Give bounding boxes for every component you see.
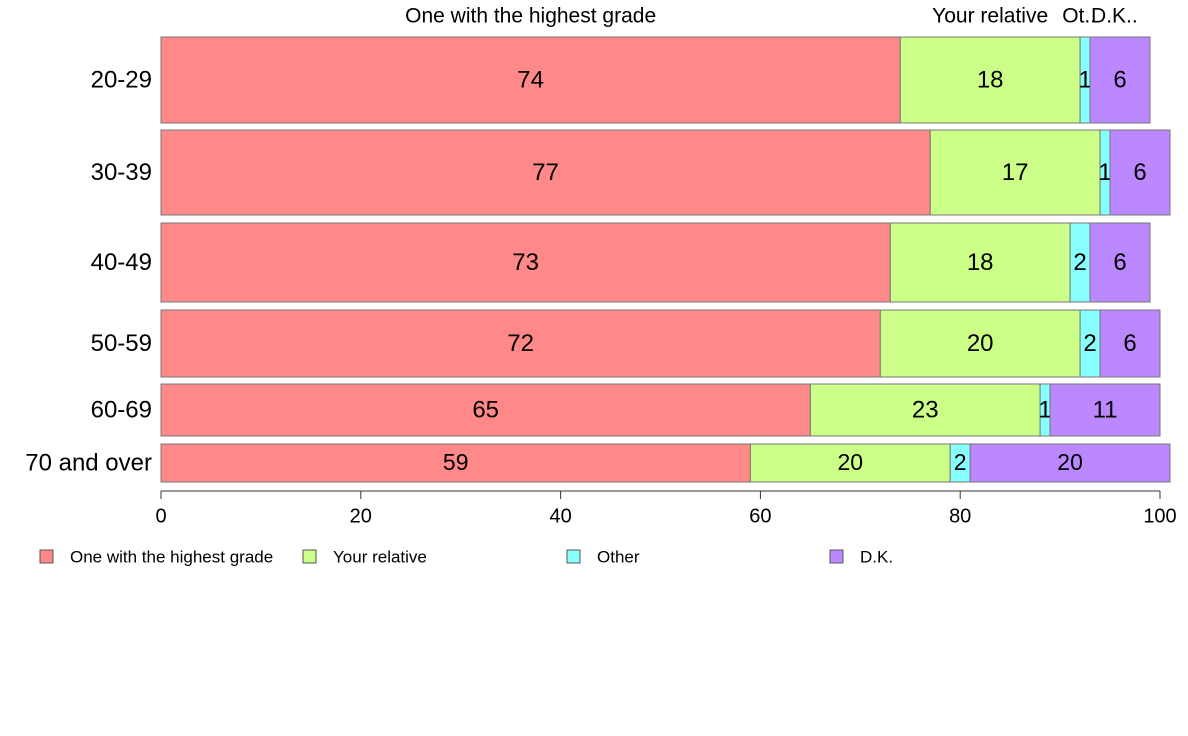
series-header: Your relative xyxy=(932,5,1048,28)
y-axis-labels: 20-29 30-39 40-49 50-59 60-69 70 and over xyxy=(25,66,152,476)
data-label: 2 xyxy=(954,449,967,475)
bar-segment xyxy=(1089,36,1151,124)
y-tick-label: 40-49 xyxy=(91,249,152,276)
y-tick-label: 60-69 xyxy=(91,396,152,423)
data-label: 20 xyxy=(1057,449,1083,475)
bar-segment xyxy=(160,383,811,437)
series-header: D.K.. xyxy=(1091,5,1138,28)
series-header: One with the highest grade xyxy=(405,5,656,28)
series-header: Ot.. xyxy=(1062,5,1096,28)
y-tick-label: 20-29 xyxy=(91,66,152,93)
y-tick-label: 50-59 xyxy=(91,330,152,357)
data-label: 73 xyxy=(512,249,539,276)
legend: One with the highest grade Your relative O… xyxy=(39,547,893,566)
data-label: 6 xyxy=(1133,159,1146,186)
bar-segment xyxy=(1049,383,1161,437)
bar-row-40-49: 73 18 2 6 xyxy=(160,222,1151,303)
bar-segment xyxy=(929,129,1101,216)
legend-swatch xyxy=(566,549,581,564)
legend-item: Your relative xyxy=(302,547,427,566)
x-axis: 0 20 40 60 80 100 xyxy=(155,490,1177,527)
bar-segment xyxy=(160,309,881,378)
bar-row-70-and-over: 59 20 2 20 xyxy=(160,443,1171,483)
data-label: 1 xyxy=(1098,159,1111,186)
legend-swatch xyxy=(829,549,844,564)
data-label: 20 xyxy=(838,449,864,475)
data-label: 1 xyxy=(1078,66,1091,93)
y-tick-label: 70 and over xyxy=(25,449,152,476)
legend-item: Other xyxy=(566,547,640,566)
data-label: 17 xyxy=(1002,159,1029,186)
data-label: 20 xyxy=(967,330,994,357)
series-headers: One with the highest grade Your relative O… xyxy=(405,5,1138,28)
data-label: 2 xyxy=(1073,249,1086,276)
legend-item: One with the highest grade xyxy=(39,547,273,566)
data-label: 59 xyxy=(443,449,469,475)
data-label: 72 xyxy=(507,330,534,357)
x-tick-label: 100 xyxy=(1143,505,1176,527)
legend-swatch xyxy=(39,549,54,564)
x-tick-label: 80 xyxy=(949,505,971,527)
bar-row-20-29: 74 18 1 6 xyxy=(160,36,1151,124)
legend-label: D.K. xyxy=(860,547,893,566)
legend-label: One with the highest grade xyxy=(70,547,273,566)
bar-segment xyxy=(889,222,1071,303)
bar-row-30-39: 77 17 1 6 xyxy=(160,129,1171,216)
bar-segment xyxy=(969,443,1171,483)
x-tick-label: 0 xyxy=(155,505,166,527)
data-label: 11 xyxy=(1093,396,1118,423)
bar-segment xyxy=(160,129,931,216)
legend-label: Other xyxy=(597,547,640,566)
bar-row-60-69: 65 23 1 11 xyxy=(160,383,1161,437)
bar-segment xyxy=(809,383,1041,437)
data-label: 6 xyxy=(1113,66,1126,93)
data-label: 18 xyxy=(967,249,994,276)
x-tick-label: 20 xyxy=(350,505,372,527)
legend-label: Your relative xyxy=(333,547,427,566)
x-tick-label: 40 xyxy=(549,505,571,527)
legend-swatch xyxy=(302,549,317,564)
data-label: 6 xyxy=(1113,249,1126,276)
bar-row-50-59: 72 20 2 6 xyxy=(160,309,1161,378)
bar-segment xyxy=(1109,129,1171,216)
bar-segment xyxy=(899,36,1081,124)
bar-segment xyxy=(879,309,1081,378)
bar-segment xyxy=(1089,222,1151,303)
y-tick-label: 30-39 xyxy=(91,159,152,186)
data-label: 23 xyxy=(912,396,939,423)
data-label: 2 xyxy=(1083,330,1096,357)
bar-segment xyxy=(160,443,751,483)
data-label: 18 xyxy=(977,66,1004,93)
bar-segment xyxy=(1099,309,1161,378)
x-tick-label: 60 xyxy=(749,505,771,527)
data-label: 65 xyxy=(472,396,499,423)
data-label: 77 xyxy=(532,159,559,186)
bar-segment xyxy=(749,443,951,483)
data-label: 74 xyxy=(517,66,544,93)
data-label: 1 xyxy=(1038,396,1051,423)
data-label: 6 xyxy=(1123,330,1136,357)
legend-item: D.K. xyxy=(829,547,893,566)
